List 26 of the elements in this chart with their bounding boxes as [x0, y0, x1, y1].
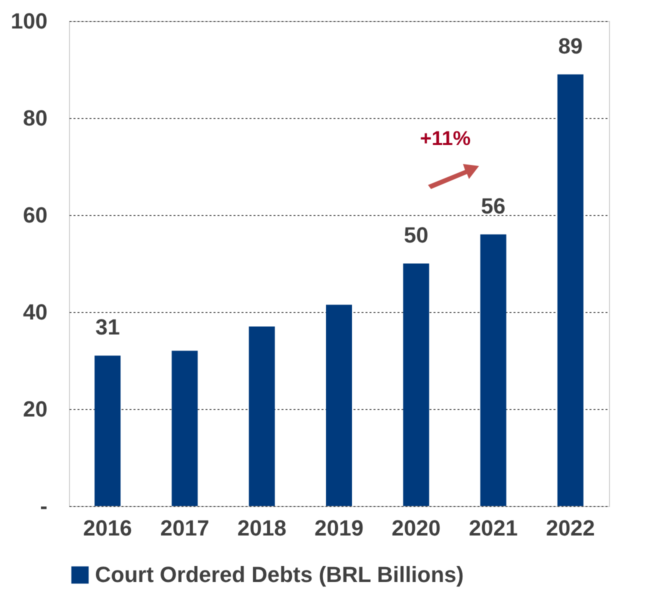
- y-tick-label: 100: [10, 8, 48, 34]
- annotation: +11%: [420, 128, 471, 151]
- bar: [248, 326, 275, 506]
- y-tick-label: 40: [23, 300, 48, 324]
- bar: [94, 356, 121, 506]
- y-tick-label: 80: [23, 106, 48, 130]
- x-tick-label: 2019: [314, 516, 364, 540]
- text: 50: [404, 222, 428, 248]
- bar: [172, 350, 198, 506]
- x-tick-label: 2018: [237, 516, 286, 540]
- y-tick-label: -: [40, 494, 48, 518]
- y-tick-label: 60: [23, 202, 48, 228]
- x-tick-label: 2020: [392, 516, 441, 540]
- x-tick-label: 2016: [83, 516, 132, 540]
- y-tick-label: 20: [23, 396, 48, 422]
- legend-label: Court Ordered Debts (BRL Billions): [95, 562, 464, 587]
- x-tick-label: 2021: [468, 516, 518, 540]
- x-tick-label: 2017: [160, 516, 210, 540]
- bar: [326, 304, 352, 506]
- text: 56: [481, 193, 506, 218]
- text: 31: [95, 314, 120, 340]
- text: 89: [558, 33, 583, 58]
- bar: [480, 234, 506, 506]
- bar: [403, 264, 430, 506]
- bar: [557, 74, 584, 506]
- x-tick-label: 2022: [546, 516, 595, 540]
